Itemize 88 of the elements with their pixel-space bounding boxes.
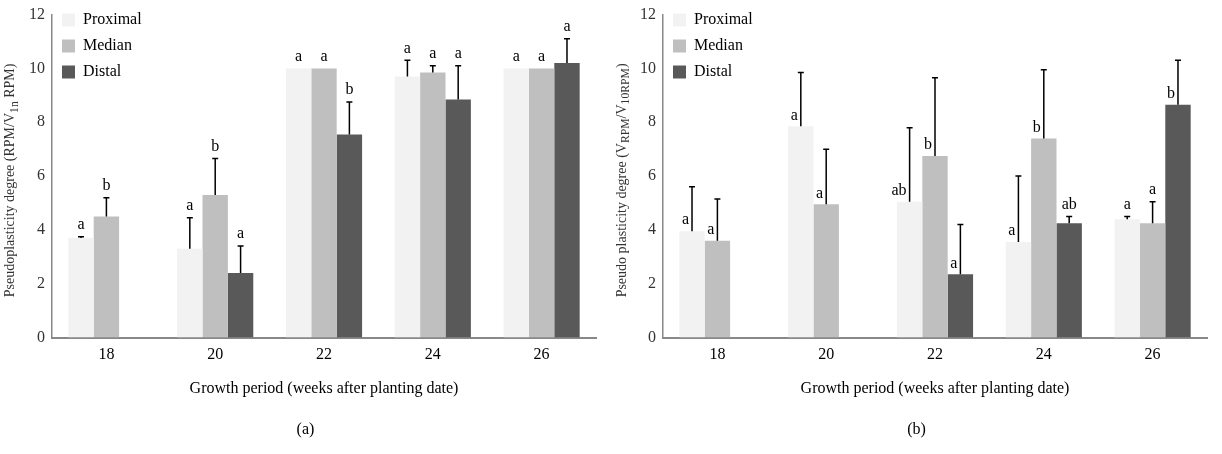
y-tick-label: 0: [37, 327, 45, 345]
x-tick-label: 20: [207, 345, 224, 363]
bar: [704, 240, 731, 338]
y-tick-label: 2: [648, 273, 656, 291]
legend-label: Proximal: [694, 10, 754, 28]
data-label: a: [950, 253, 958, 271]
x-tick-label: 24: [1035, 345, 1052, 363]
y-tick-label: 2: [37, 273, 45, 291]
legend-label: Distal: [694, 62, 733, 80]
y-tick-label: 12: [29, 4, 45, 22]
data-label: a: [320, 46, 328, 64]
bar: [1114, 219, 1140, 338]
bar: [1031, 138, 1057, 338]
bar: [947, 274, 974, 338]
bar: [227, 273, 254, 338]
bar: [679, 231, 705, 338]
data-label: b: [211, 136, 220, 154]
y-tick-label: 6: [37, 166, 45, 184]
legend-label: Proximal: [83, 10, 143, 28]
data-label: a: [429, 43, 437, 61]
y-tick-label: 4: [648, 220, 656, 238]
x-tick-label: 18: [709, 345, 726, 363]
y-tick-label: 6: [648, 166, 656, 184]
data-label: a: [512, 46, 520, 64]
data-label: b: [924, 135, 932, 153]
data-label: a: [816, 183, 824, 201]
x-axis-title: Growth period (weeks after planting date): [189, 378, 459, 397]
legend-label: Median: [694, 36, 743, 54]
bar: [394, 76, 421, 338]
data-label: ab: [1061, 194, 1077, 212]
y-tick-label: 0: [648, 327, 656, 345]
bar: [922, 155, 948, 338]
data-label: a: [403, 38, 411, 56]
x-tick-label: 18: [98, 345, 115, 363]
x-tick-label: 22: [927, 345, 943, 363]
bar: [177, 248, 203, 338]
bar: [93, 216, 120, 338]
bar: [420, 72, 446, 338]
bar: [285, 68, 312, 338]
bar: [311, 68, 337, 338]
bar: [68, 238, 94, 338]
bar: [813, 204, 839, 338]
data-label: a: [1149, 179, 1157, 197]
data-label: ab: [891, 180, 907, 198]
bar: [896, 201, 923, 338]
legend-label: Median: [83, 36, 132, 54]
x-tick-label: 20: [818, 345, 835, 363]
text: (b): [906, 420, 927, 438]
x-tick-label: 22: [316, 345, 332, 363]
x-axis-title: Growth period (weeks after planting date): [800, 378, 1070, 397]
data-label: b: [102, 175, 111, 193]
data-label: a: [1123, 194, 1131, 212]
data-label: a: [707, 219, 715, 237]
bar: [1139, 223, 1166, 338]
x-tick-label: 26: [533, 345, 550, 363]
y-tick-label: 4: [37, 220, 45, 238]
bar: [445, 99, 471, 338]
y-tick-label: 8: [648, 112, 656, 130]
data-label: a: [790, 105, 798, 123]
bar: [788, 126, 814, 338]
data-label: b: [1166, 83, 1175, 101]
x-tick-label: 26: [1144, 345, 1161, 363]
text: (a): [295, 420, 316, 438]
bar: [1056, 223, 1082, 338]
data-label: a: [186, 196, 194, 214]
data-label: a: [681, 210, 690, 228]
y-tick-label: 10: [640, 58, 656, 76]
bar: [528, 68, 555, 338]
data-label: a: [563, 17, 571, 35]
data-label: a: [295, 46, 303, 64]
data-label: a: [538, 46, 546, 64]
data-label: a: [77, 214, 85, 232]
bar: [554, 63, 580, 338]
bar: [1005, 242, 1032, 338]
bar: [1165, 104, 1191, 338]
y-tick-label: 12: [640, 4, 656, 22]
legend-label: Distal: [83, 62, 122, 80]
data-label: b: [345, 80, 354, 98]
data-label: a: [237, 224, 245, 242]
data-label: a: [454, 43, 462, 61]
y-tick-label: 10: [29, 58, 45, 76]
y-tick-label: 8: [37, 112, 45, 130]
bar: [202, 194, 228, 338]
x-tick-label: 24: [424, 345, 441, 363]
data-label: a: [1008, 221, 1016, 239]
bar: [503, 68, 529, 338]
data-label: b: [1032, 117, 1041, 135]
bar: [336, 134, 363, 338]
